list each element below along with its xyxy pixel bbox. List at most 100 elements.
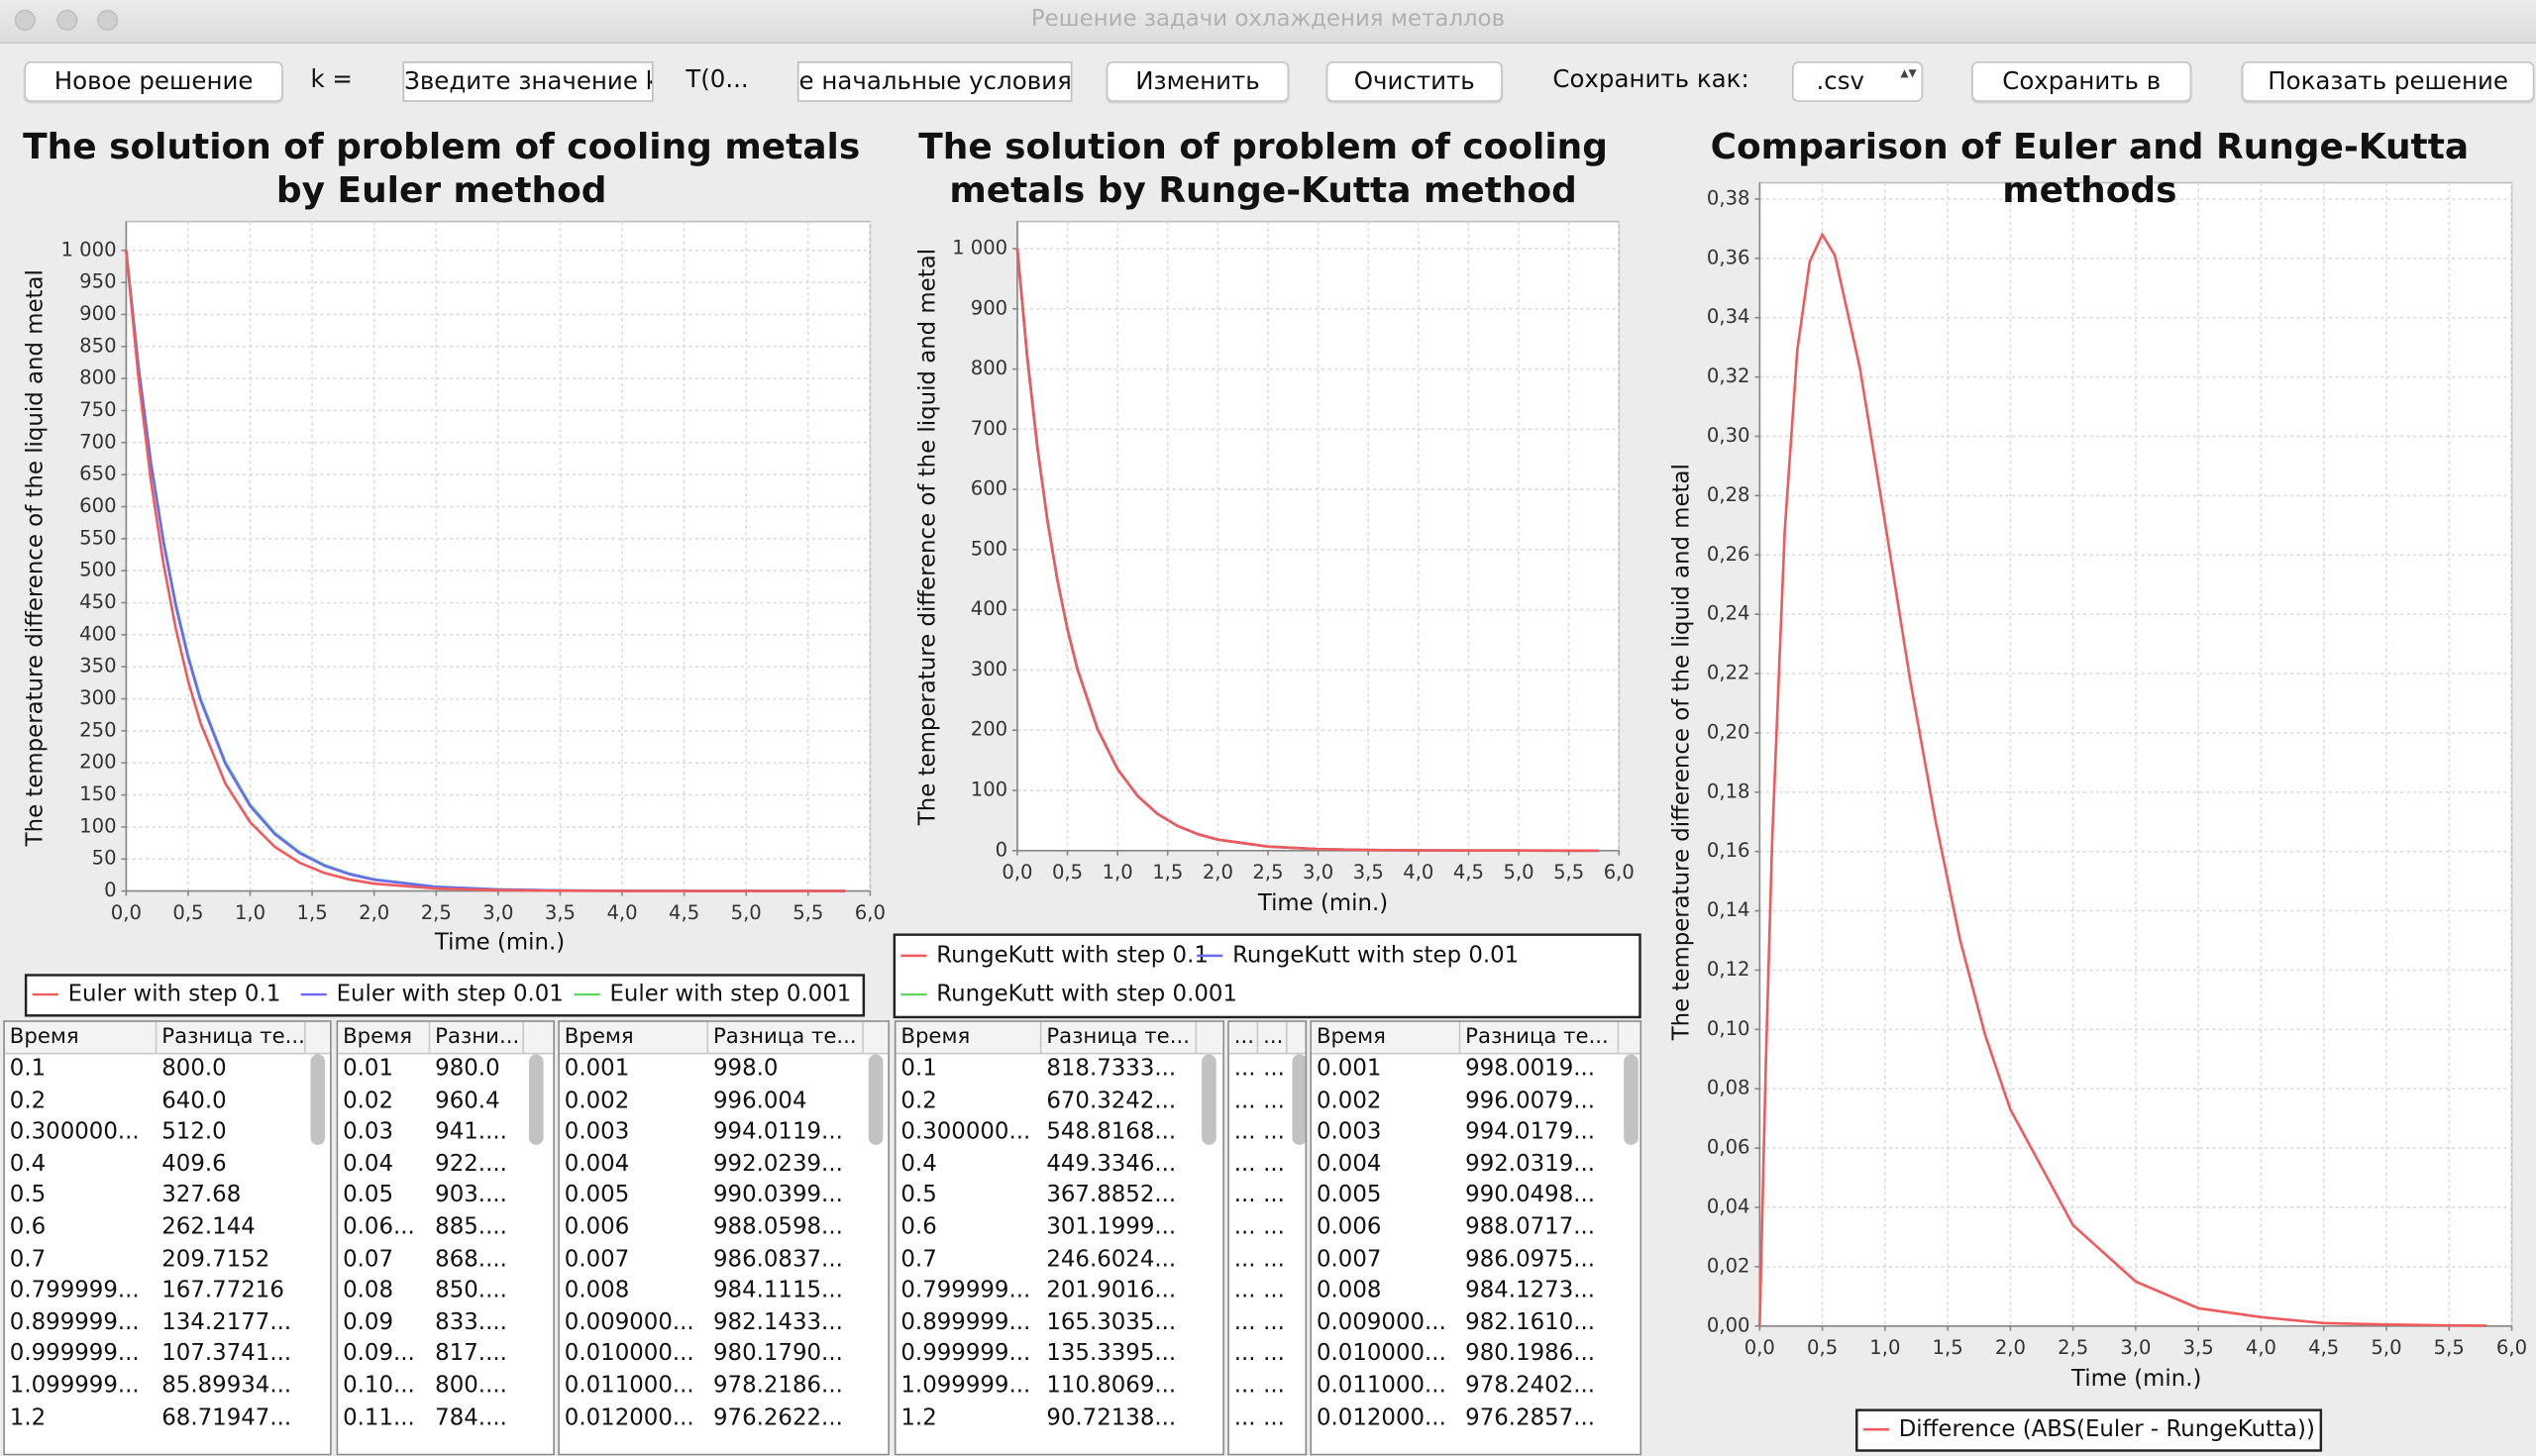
table-cell: 1.099999...	[900, 1373, 1031, 1400]
legend-box	[1855, 1408, 2323, 1452]
k-input[interactable]: Зведите значение k	[402, 61, 654, 102]
scrollbar-thumb[interactable]	[528, 1054, 544, 1145]
minimize-button[interactable]	[56, 9, 78, 32]
table-cell: 0.04	[343, 1151, 394, 1178]
zoom-button[interactable]	[96, 9, 119, 32]
table-cell: 0.4	[900, 1151, 937, 1178]
y-tick-label: 600	[79, 494, 116, 517]
initial-conditions-input[interactable]: е начальные условия	[796, 61, 1073, 102]
table-cell: 0.4	[9, 1151, 47, 1178]
scrollbar-thumb[interactable]	[310, 1054, 326, 1145]
table-row: ......	[1229, 1371, 1306, 1403]
plot-area	[1016, 220, 1621, 852]
table-row: ......	[1229, 1117, 1306, 1149]
table-cell: 0.007	[1316, 1246, 1382, 1273]
y-tick-label: 350	[79, 655, 116, 677]
x-axis-label: Time (min.)	[1257, 890, 1388, 916]
data-table: Время Разница те... 0.001 998.0 0.002 996.004…	[558, 1020, 890, 1456]
legend-label: RungeKutt with step 0.001	[936, 982, 1237, 1007]
y-tick-label: 0,26	[1707, 543, 1750, 566]
window-title: Решение задачи охлаждения металлов	[1030, 6, 1506, 33]
header-cell[interactable]: Время	[338, 1021, 431, 1053]
table-row: 0.11... 784....	[338, 1403, 553, 1434]
table-cell: 0.009000...	[564, 1309, 694, 1336]
table-cell: 941....	[435, 1119, 507, 1146]
table-cell: 988.0717...	[1465, 1214, 1596, 1241]
scrollbar-thumb[interactable]	[1292, 1054, 1306, 1145]
select-arrows: ▴▾	[1900, 64, 1917, 83]
table-cell: 0.7	[9, 1246, 47, 1273]
table-cell: 1.2	[900, 1404, 937, 1431]
scrollbar-thumb[interactable]	[1624, 1054, 1638, 1145]
x-tick-label: 1,0	[1869, 1336, 1900, 1359]
x-axis-label: Time (min.)	[2070, 1366, 2201, 1392]
y-tick-label: 700	[971, 417, 1007, 440]
new-solution-button[interactable]: Новое решение	[24, 61, 283, 102]
header-cell[interactable]: Разница те...	[157, 1021, 306, 1053]
data-table: Время Разница те... 0.1 818.7333... 0.2 670.3…	[894, 1020, 1224, 1456]
header-cell[interactable]: Разница те...	[1460, 1021, 1620, 1053]
header-cell[interactable]: Время	[5, 1021, 158, 1053]
format-select[interactable]: .csv ▴▾	[1791, 61, 1924, 102]
table-row: 0.009000... 982.1610...	[1312, 1307, 1639, 1339]
table-row: 0.010000... 980.1790...	[560, 1339, 888, 1371]
table-cell: ...	[1233, 1214, 1256, 1241]
x-tick-label: 2,0	[1995, 1336, 2026, 1359]
header-cell[interactable]: Время	[896, 1021, 1042, 1053]
plot-area	[125, 220, 872, 892]
table-row: 0.899999... 134.2177...	[5, 1307, 330, 1339]
x-tick-label: 2,5	[421, 901, 452, 924]
x-tick-label: 0,0	[111, 901, 142, 924]
table-cell: 0.004	[564, 1151, 630, 1178]
table-cell: 0.11...	[343, 1404, 415, 1431]
header-cell[interactable]: Время	[1312, 1021, 1461, 1053]
table-cell: 988.0598...	[712, 1214, 843, 1241]
change-button[interactable]: Изменить	[1106, 61, 1290, 102]
table-cell: 0.06...	[343, 1214, 415, 1241]
table-row: 0.003 994.0179...	[1312, 1117, 1639, 1149]
table-row: 1.099999... 110.8069...	[896, 1371, 1222, 1403]
close-button[interactable]	[14, 9, 36, 32]
table-cell: 135.3395...	[1046, 1341, 1177, 1368]
data-table: Время Разница те... 0.1 800.0 0.2 640.0 0.3000…	[3, 1020, 332, 1456]
table-row: 0.004 992.0239...	[560, 1149, 888, 1181]
table-cell: 209.7152	[161, 1246, 270, 1273]
x-tick-label: 1,5	[1933, 1336, 1963, 1359]
table-cell: 0.08	[343, 1278, 394, 1304]
table-cell: 885....	[435, 1214, 507, 1241]
scrollbar-thumb[interactable]	[1202, 1054, 1216, 1145]
table-row: 0.1 800.0	[5, 1054, 330, 1086]
clear-button[interactable]: Очистить	[1325, 61, 1503, 102]
header-cell[interactable]: Разница те...	[708, 1021, 864, 1053]
table-cell: ...	[1233, 1151, 1256, 1178]
y-tick-label: 600	[971, 477, 1007, 500]
header-cell[interactable]: Время	[560, 1021, 709, 1053]
table-row: 0.002 996.0079...	[1312, 1086, 1639, 1117]
table-cell: 994.0179...	[1465, 1119, 1596, 1146]
table-cell: ...	[1233, 1246, 1256, 1273]
table-row: ......	[1229, 1276, 1306, 1307]
header-cell[interactable]: Разни...	[430, 1021, 524, 1053]
x-tick-label: 4,0	[2246, 1336, 2276, 1359]
header-cell[interactable]: ...	[1258, 1021, 1288, 1053]
table-cell: ...	[1233, 1341, 1256, 1368]
scrollbar-thumb[interactable]	[868, 1054, 884, 1145]
table-cell: 784....	[435, 1404, 507, 1431]
x-tick-label: 3,0	[1303, 861, 1333, 884]
save-to-button[interactable]: Сохранить в	[1971, 61, 2192, 102]
table-cell: ...	[1233, 1119, 1256, 1146]
show-solution-button[interactable]: Показать решение	[2241, 61, 2535, 102]
table-row: 0.011000... 978.2186...	[560, 1371, 888, 1403]
y-tick-label: 500	[79, 559, 116, 581]
y-tick-label: 800	[79, 366, 116, 389]
table-row: ......	[1229, 1086, 1306, 1117]
table-cell: 0.2	[9, 1088, 47, 1114]
table-cell: 976.2857...	[1465, 1404, 1596, 1431]
header-cell[interactable]: ...	[1229, 1021, 1259, 1053]
table-cell: 0.007	[564, 1246, 630, 1273]
table-cell: 262.144	[161, 1214, 256, 1241]
x-tick-label: 3,5	[545, 901, 576, 924]
y-tick-label: 0,12	[1707, 958, 1750, 981]
header-cell[interactable]: Разница те...	[1041, 1021, 1198, 1053]
table-cell: 85.89934...	[161, 1373, 292, 1400]
